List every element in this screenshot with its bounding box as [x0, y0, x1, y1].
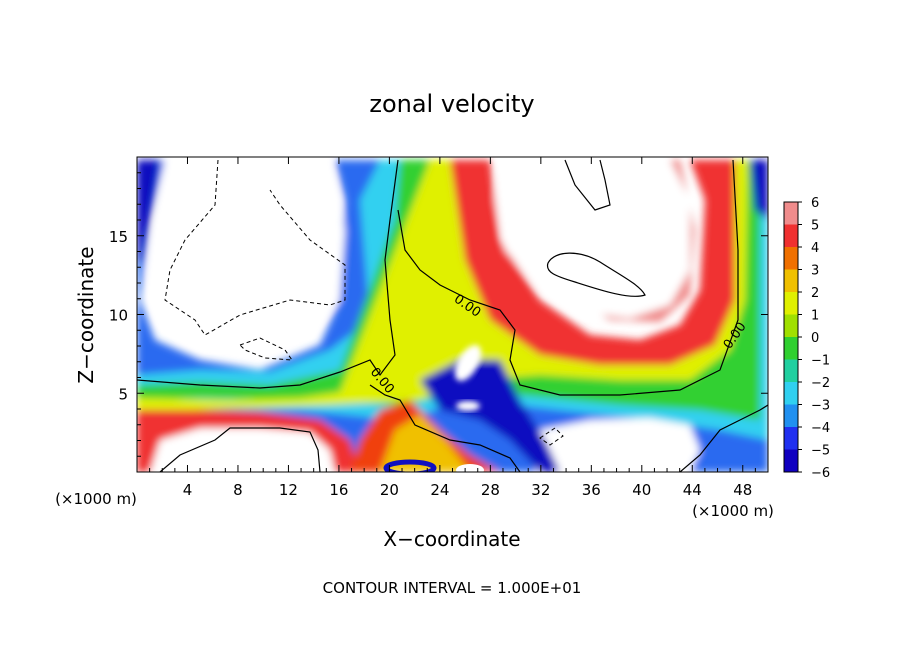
field-white-blob — [454, 344, 482, 382]
y-tick-label-2: 15 — [109, 228, 128, 246]
field-darkblue-left — [137, 160, 160, 265]
colorbar-label-12: −6 — [811, 466, 830, 481]
colorbar-label-9: −3 — [811, 399, 830, 414]
field-yellow-plume-edge — [380, 415, 470, 472]
colorbar-label-11: −5 — [811, 444, 830, 459]
colorbar-swatch-7 — [784, 359, 798, 383]
field-darkblue-ring — [383, 459, 437, 472]
contour-zero-main — [137, 159, 399, 389]
x-tick-label-9: 40 — [632, 481, 651, 499]
colorbar-swatch-11 — [784, 449, 798, 473]
x-tick-label-0: 4 — [183, 481, 193, 499]
colorbar-swatch-4 — [784, 292, 798, 315]
colorbar-label-1: 5 — [811, 219, 819, 234]
x-axis-label: X−coordinate — [383, 527, 520, 551]
field-white-blob-small — [456, 401, 480, 411]
colorbar-label-0: 6 — [811, 196, 819, 211]
contour-lines — [137, 159, 768, 472]
colorbar-swatch-2 — [784, 247, 798, 270]
colorbar-label-7: −1 — [811, 354, 830, 369]
colorbar-label-4: 2 — [811, 286, 819, 301]
contour-lower-left — [159, 427, 321, 472]
field-darkblue-right — [750, 160, 768, 220]
colorbar-label-8: −2 — [811, 376, 830, 391]
colorbar-swatch-6 — [784, 337, 798, 360]
contour-negative-upper — [164, 159, 346, 336]
x-tick-label-3: 16 — [329, 481, 348, 499]
field-white-upper-right — [495, 160, 690, 318]
field-white-lower-right — [535, 418, 700, 472]
colorbar-label-5: 1 — [811, 309, 819, 324]
contour-interval-note: CONTOUR INTERVAL = 1.000E+01 — [323, 579, 582, 597]
y-axis-ticks: 5 10 15 — [109, 172, 768, 457]
y-axis-label: Z−coordinate — [74, 246, 98, 383]
x-tick-label-5: 24 — [430, 481, 449, 499]
x-tick-label-6: 28 — [481, 481, 500, 499]
colorbar-swatch-3 — [784, 269, 798, 293]
x-tick-label-11: 48 — [733, 481, 752, 499]
colorbar-swatch-0 — [784, 202, 798, 225]
x-tick-label-7: 32 — [531, 481, 550, 499]
x-unit-left: (×1000 m) — [55, 490, 137, 508]
colorbar: 6 5 4 3 2 1 0 −1 −2 −3 −4 −5 −6 — [783, 196, 830, 481]
x-tick-label-4: 20 — [380, 481, 399, 499]
field-white-lower-left — [150, 428, 335, 472]
field-white-bottom-blob — [456, 464, 484, 472]
colorbar-swatch-10 — [784, 427, 798, 450]
field-darkblue-streak — [420, 360, 560, 472]
x-tick-label-8: 36 — [582, 481, 601, 499]
x-axis-ticks: 4 8 12 16 20 24 28 32 36 40 44 48 — [149, 157, 756, 499]
contour-zero-lower — [369, 384, 521, 472]
colorbar-label-10: −4 — [811, 421, 830, 436]
colorbar-swatch-5 — [784, 314, 798, 338]
colorbar-label-2: 4 — [811, 241, 819, 256]
y-tick-label-0: 5 — [118, 385, 128, 403]
plot-area: 0.00 0.00 0.00 — [137, 157, 768, 472]
x-tick-label-2: 12 — [279, 481, 298, 499]
x-tick-label-1: 8 — [233, 481, 243, 499]
x-unit-right: (×1000 m) — [692, 502, 774, 520]
contour-lower-right — [679, 404, 768, 472]
colorbar-label-3: 3 — [811, 264, 819, 279]
y-tick-label-1: 10 — [109, 307, 128, 325]
contour-dashed — [164, 159, 564, 446]
contour-positive-upper-right — [564, 159, 611, 211]
x-tick-label-10: 44 — [683, 481, 702, 499]
colorbar-swatch-9 — [784, 404, 798, 428]
chart-title: zonal velocity — [369, 90, 534, 118]
colorbar-swatch-8 — [784, 382, 798, 405]
colorbar-swatch-1 — [784, 224, 798, 248]
contour-negative-small — [239, 337, 294, 361]
colorbar-label-6: 0 — [811, 331, 819, 346]
field-white-upper-left — [150, 160, 345, 345]
contour-negative-lower — [539, 427, 564, 446]
contour-zero-main-b — [397, 159, 739, 396]
contour-positive-loop — [546, 252, 646, 297]
